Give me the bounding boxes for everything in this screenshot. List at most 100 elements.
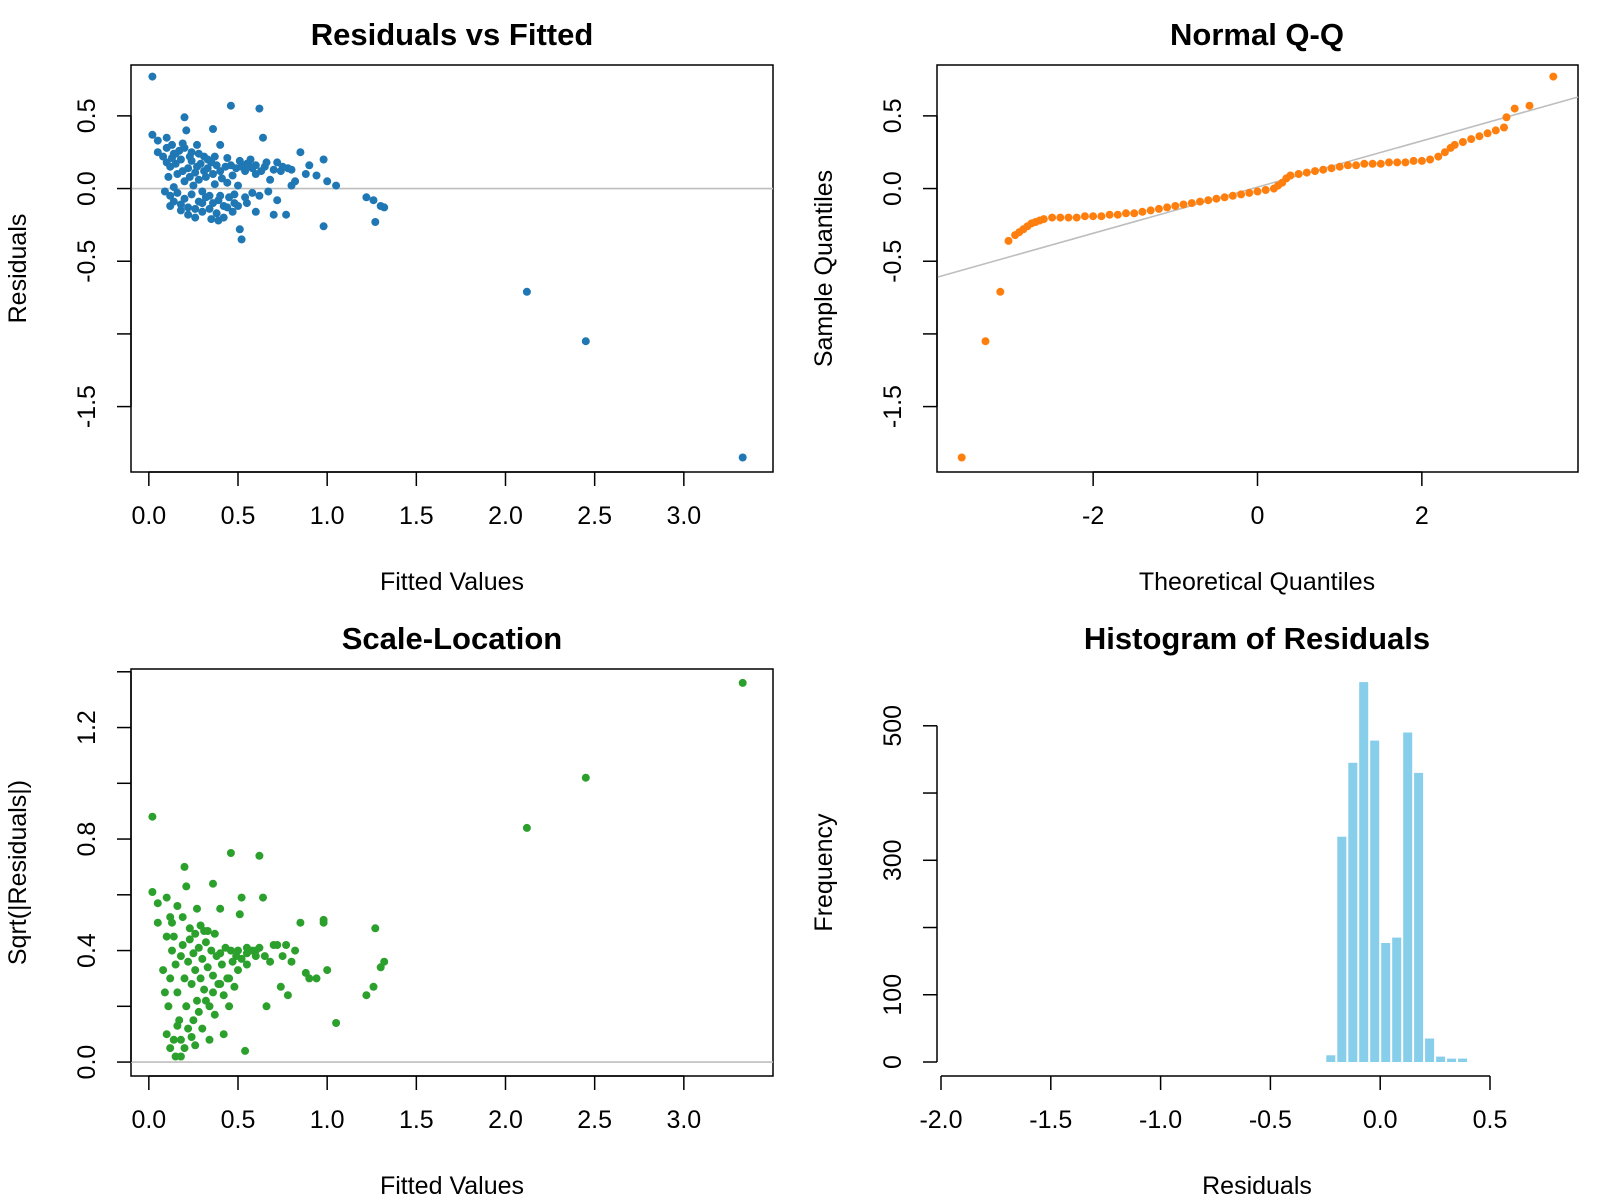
y-tick-label: 500 [879, 705, 907, 747]
x-tick-label: 1.5 [399, 502, 434, 530]
data-point [196, 921, 205, 930]
data-point [1475, 132, 1484, 141]
y-tick-label: 300 [879, 839, 907, 881]
data-point [210, 929, 219, 938]
data-point [291, 946, 300, 955]
data-point [319, 222, 328, 231]
data-point [176, 1052, 185, 1061]
data-point [185, 935, 194, 944]
data-point [237, 235, 246, 244]
data-point [184, 957, 193, 966]
data-point [187, 980, 196, 988]
data-point [171, 960, 180, 969]
data-point [1500, 123, 1508, 132]
data-point [242, 960, 251, 969]
data-point [203, 155, 212, 164]
data-point [210, 152, 219, 161]
data-point [223, 974, 232, 983]
data-point [1097, 212, 1106, 221]
data-point [581, 773, 590, 782]
data-point [738, 453, 747, 462]
data-point [203, 927, 212, 935]
data-point [194, 175, 203, 184]
data-point [1491, 126, 1500, 135]
data-point [234, 946, 242, 955]
data-point [282, 210, 291, 219]
data-point [180, 1044, 189, 1053]
data-point [185, 152, 194, 161]
x-tick-label: 3.0 [666, 1106, 701, 1134]
data-point [1105, 210, 1114, 219]
x-tick-label: 2.0 [488, 502, 523, 530]
data-point [187, 1033, 196, 1041]
data-point [173, 188, 182, 197]
data-point [1294, 170, 1303, 178]
data-point [171, 159, 180, 168]
data-point [178, 941, 187, 949]
data-point [1409, 156, 1418, 165]
data-point [248, 164, 257, 173]
data-point [223, 203, 232, 212]
data-point [187, 190, 196, 199]
data-point [148, 812, 157, 821]
data-point [241, 1046, 250, 1055]
data-point [228, 207, 237, 216]
x-tick-label: 0 [1251, 502, 1265, 530]
data-point [153, 136, 162, 145]
data-point [217, 960, 226, 969]
data-point [248, 946, 257, 955]
y-tick-label: 0.5 [879, 98, 907, 133]
data-point [169, 1035, 178, 1044]
x-tick-label: -1.0 [1139, 1106, 1182, 1134]
data-point [148, 888, 157, 896]
data-point [230, 190, 239, 199]
x-tick-label: -2 [1082, 502, 1104, 530]
data-point [184, 1024, 193, 1033]
data-point [178, 913, 187, 922]
data-point [1343, 161, 1352, 170]
data-point [283, 164, 292, 173]
data-point [180, 177, 189, 186]
y-tick-label: 0.0 [73, 171, 101, 206]
histogram-bar [1326, 1055, 1336, 1062]
data-point [1483, 129, 1492, 138]
data-point [260, 952, 269, 961]
data-point [216, 949, 225, 958]
data-point [226, 101, 235, 110]
y-axis-label: Sample Quantiles [810, 170, 838, 367]
data-point [194, 1007, 203, 1016]
data-point [1311, 167, 1319, 176]
data-point [160, 988, 169, 997]
data-point [362, 193, 371, 202]
data-point [332, 1019, 341, 1027]
chart-title: Histogram of Residuals [1084, 621, 1430, 656]
data-point [198, 187, 207, 196]
data-point [201, 193, 210, 202]
x-tick-label: 2.5 [577, 1106, 612, 1134]
data-point [205, 204, 214, 213]
data-point [1261, 186, 1270, 194]
y-tick-label: 100 [879, 974, 907, 1016]
data-point [237, 954, 246, 963]
data-point [198, 207, 207, 216]
data-point [226, 849, 235, 857]
data-point [226, 946, 235, 955]
data-point [291, 177, 300, 186]
data-point [194, 943, 203, 952]
x-tick-label: 0.5 [221, 502, 256, 530]
data-point [173, 988, 182, 997]
x-tick-label: -0.5 [1249, 1106, 1292, 1134]
data-point [205, 1035, 214, 1044]
data-point [1056, 213, 1065, 222]
data-point [296, 148, 305, 157]
data-point [209, 199, 217, 208]
data-point [219, 1030, 228, 1039]
scale-location-panel: Scale-Location 0.0 0.5 1.0 1.5 2.0 2.5 3.0 Fitte… [4, 621, 774, 1200]
data-point [362, 991, 371, 1000]
data-point [1122, 209, 1130, 218]
data-point [1352, 161, 1361, 170]
data-point [241, 167, 250, 176]
data-point [248, 188, 257, 197]
histogram-bar [1359, 682, 1369, 1062]
data-point [1228, 191, 1237, 200]
